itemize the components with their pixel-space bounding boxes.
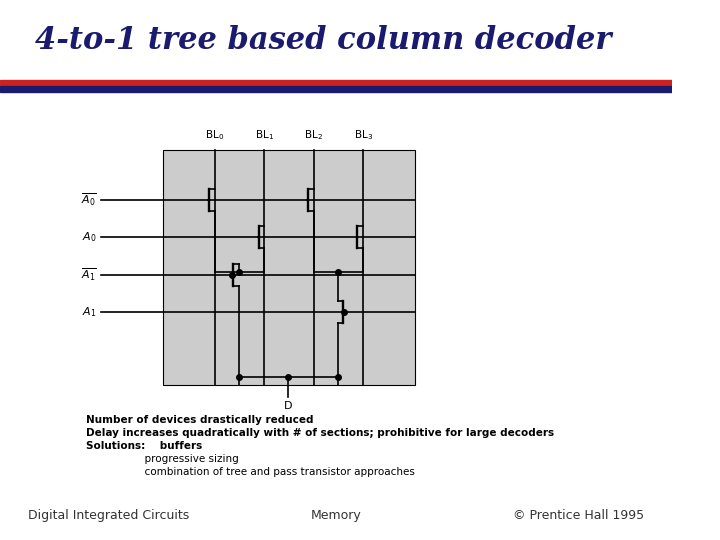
Text: 4-to-1 tree based column decoder: 4-to-1 tree based column decoder xyxy=(35,25,612,56)
Text: combination of tree and pass transistor approaches: combination of tree and pass transistor … xyxy=(86,467,415,477)
Text: Number of devices drastically reduced: Number of devices drastically reduced xyxy=(86,415,313,425)
Bar xyxy=(163,150,415,385)
Text: $\overline{A_1}$: $\overline{A_1}$ xyxy=(81,267,96,283)
Text: Memory: Memory xyxy=(310,509,361,522)
Text: Delay increases quadratically with # of sections; prohibitive for large decoders: Delay increases quadratically with # of … xyxy=(86,428,554,438)
Text: progressive sizing: progressive sizing xyxy=(86,454,238,464)
Text: Digital Integrated Circuits: Digital Integrated Circuits xyxy=(28,509,189,522)
Text: BL$_3$: BL$_3$ xyxy=(354,128,373,142)
Text: © Prentice Hall 1995: © Prentice Hall 1995 xyxy=(513,509,644,522)
Text: $A_1$: $A_1$ xyxy=(81,305,96,319)
Text: BL$_0$: BL$_0$ xyxy=(205,128,224,142)
Text: Solutions:    buffers: Solutions: buffers xyxy=(86,441,202,451)
Text: $\overline{A_0}$: $\overline{A_0}$ xyxy=(81,192,96,208)
Text: $A_0$: $A_0$ xyxy=(81,230,96,244)
Bar xyxy=(0,86,672,92)
Text: D: D xyxy=(284,401,292,411)
Text: BL$_1$: BL$_1$ xyxy=(255,128,274,142)
Text: BL$_2$: BL$_2$ xyxy=(305,128,323,142)
Bar xyxy=(0,80,672,85)
